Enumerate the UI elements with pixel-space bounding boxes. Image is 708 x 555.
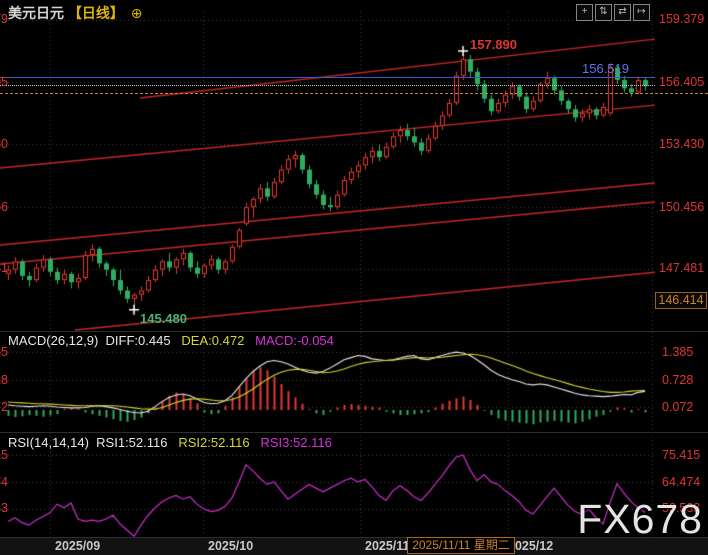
macd-axis-label: 1.385: [662, 345, 694, 359]
add-indicator-icon[interactable]: ⊕: [130, 5, 143, 21]
rsi-axis-label-left: 75.415: [0, 448, 8, 462]
time-axis-label: 2025/12: [508, 539, 554, 553]
rsi2-value: RSI2:52.116: [178, 435, 250, 450]
gridline-highlight: [0, 85, 655, 86]
symbol-name: 美元日元: [8, 5, 64, 21]
macd-dea-value: DEA:0.472: [181, 333, 245, 348]
macd-title: MACD(26,12,9): [8, 333, 99, 348]
horizontal-price-line[interactable]: [0, 77, 655, 78]
macd-axis-label: 0.728: [662, 373, 694, 387]
macd-axis-label-left: 1.385: [0, 345, 8, 359]
time-axis-label: 2025/11: [365, 539, 410, 553]
price-axis-label-left: 147.481: [0, 261, 8, 275]
high-annotation: 157.890: [470, 37, 517, 52]
macd-hist-value: MACD:-0.054: [255, 333, 334, 348]
pane-divider[interactable]: [0, 331, 708, 332]
crosshair-icon[interactable]: +: [576, 4, 593, 21]
time-axis-label: 2025/10: [208, 539, 254, 553]
price-axis-label-left: 153.430: [0, 137, 8, 151]
price-axis-label: 153.430: [659, 137, 705, 151]
hline-price-label: 156.519: [582, 61, 629, 76]
price-axis-label-left: 159.379: [0, 12, 8, 26]
rsi-axis-label: 75.415: [662, 448, 701, 462]
low-annotation: 145.480: [140, 311, 187, 326]
rsi-title: RSI(14,14,14): [8, 435, 89, 450]
macd-axis-label-left: 0.072: [0, 400, 8, 414]
price-axis-label: 147.481: [659, 261, 705, 275]
macd-axis-label: 0.072: [662, 400, 694, 414]
go-to-latest-icon[interactable]: ↦: [633, 4, 650, 21]
axis-zoom-horizontal-icon[interactable]: ⇄: [614, 4, 631, 21]
macd-header: MACD(26,12,9) DIFF:0.445 DEA:0.472 MACD:…: [8, 333, 334, 348]
rsi-axis-label-left: 64.474: [0, 475, 8, 489]
time-axis-label: 2025/09: [55, 539, 101, 553]
rsi-axis-label-left: 53.533: [0, 501, 8, 515]
time-axis-bar[interactable]: [0, 537, 708, 555]
rsi-axis-label: 64.474: [662, 475, 701, 489]
axis-zoom-vertical-icon[interactable]: ⇅: [595, 4, 612, 21]
chart-title: 美元日元 【日线】 ⊕: [8, 3, 143, 23]
macd-axis-label-left: 0.728: [0, 373, 8, 387]
price-axis-label-left: 150.456: [0, 200, 8, 214]
rsi-axis-label: 53.533: [662, 501, 701, 515]
pane-divider[interactable]: [0, 432, 708, 433]
price-axis-label-left: 156.405: [0, 75, 8, 89]
watermark: FX678: [577, 496, 703, 542]
rsi-header: RSI(14,14,14) RSI1:52.116 RSI2:52.116 RS…: [8, 435, 332, 450]
timeframe-label: 【日线】: [67, 5, 124, 21]
macd-diff-value: DIFF:0.445: [105, 333, 171, 348]
price-axis-label: 156.405: [659, 75, 705, 89]
rsi1-value: RSI1:52.116: [96, 435, 168, 450]
rsi3-value: RSI3:52.116: [260, 435, 332, 450]
last-price-box: 146.414: [655, 292, 707, 309]
price-axis-label: 159.379: [659, 12, 705, 26]
price-axis-label: 150.456: [659, 200, 705, 214]
selected-date-box: 2025/11/11 星期二: [407, 537, 515, 554]
current-price-line: [0, 93, 708, 94]
